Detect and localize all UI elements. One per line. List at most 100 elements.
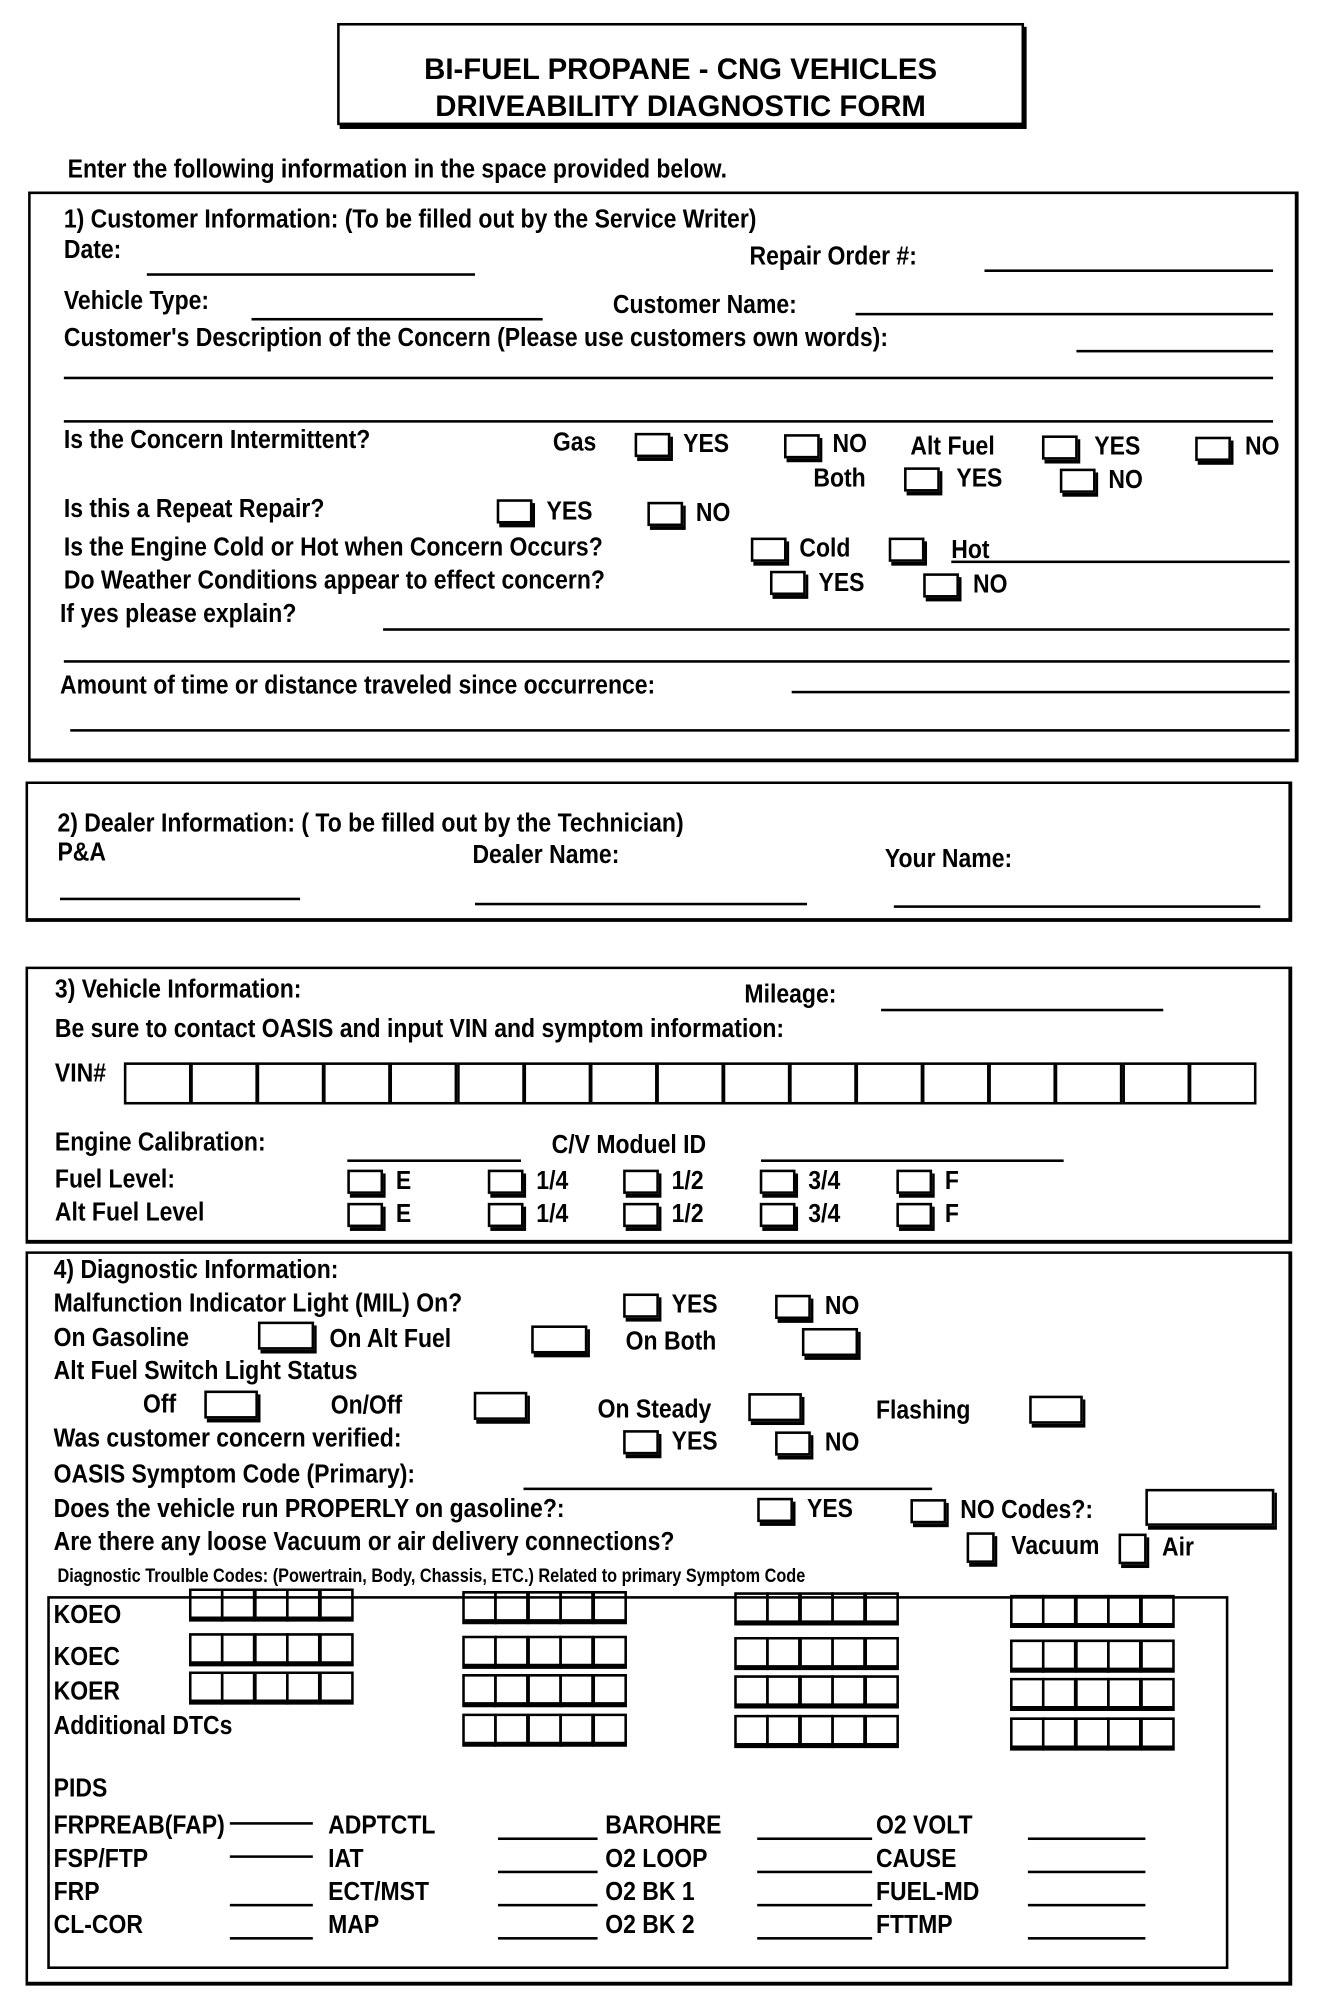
pid-value-field[interactable] bbox=[229, 1855, 313, 1858]
verified-no-checkbox[interactable] bbox=[775, 1431, 811, 1456]
fuel-level-checkbox[interactable] bbox=[623, 1169, 659, 1194]
onoff-checkbox[interactable] bbox=[473, 1391, 528, 1420]
on-both-checkbox[interactable] bbox=[801, 1327, 859, 1357]
dtc-cell[interactable] bbox=[799, 1636, 834, 1671]
dtc-cell[interactable] bbox=[831, 1592, 866, 1626]
dtc-cell[interactable] bbox=[1107, 1638, 1142, 1673]
dtc-cell[interactable] bbox=[1139, 1594, 1175, 1628]
dtc-cell[interactable] bbox=[1139, 1716, 1175, 1750]
weather-no-checkbox[interactable] bbox=[923, 573, 959, 598]
dtc-cell[interactable] bbox=[766, 1592, 802, 1626]
pa-field[interactable] bbox=[60, 897, 301, 901]
pid-value-field[interactable] bbox=[1027, 1937, 1146, 1940]
dtc-cell[interactable] bbox=[734, 1675, 769, 1709]
dtc-cell[interactable] bbox=[527, 1673, 562, 1707]
dtc-cell[interactable] bbox=[286, 1671, 321, 1705]
dtc-cell[interactable] bbox=[221, 1588, 256, 1622]
alt-fuel-level-checkbox[interactable] bbox=[896, 1202, 933, 1228]
dtc-cell[interactable] bbox=[591, 1590, 627, 1624]
dtc-cell[interactable] bbox=[462, 1590, 497, 1624]
description-line[interactable] bbox=[63, 376, 1274, 380]
dtc-cell[interactable] bbox=[1042, 1677, 1077, 1711]
pid-value-field[interactable] bbox=[757, 1837, 873, 1841]
vin-box[interactable] bbox=[1188, 1062, 1256, 1105]
dtc-cell[interactable] bbox=[1074, 1677, 1110, 1711]
off-checkbox[interactable] bbox=[204, 1390, 258, 1419]
dtc-cell[interactable] bbox=[766, 1714, 802, 1749]
vin-box[interactable] bbox=[456, 1062, 525, 1105]
dtc-cell[interactable] bbox=[559, 1712, 594, 1747]
dtc-cell[interactable] bbox=[494, 1635, 530, 1669]
pid-value-field[interactable] bbox=[229, 1937, 313, 1940]
fuel-level-checkbox[interactable] bbox=[759, 1169, 796, 1194]
vin-box[interactable] bbox=[123, 1062, 192, 1105]
dtc-cell[interactable] bbox=[494, 1590, 530, 1624]
customer-name-field[interactable] bbox=[855, 312, 1274, 316]
fuel-level-checkbox[interactable] bbox=[896, 1169, 933, 1194]
dtc-cell[interactable] bbox=[863, 1675, 899, 1709]
dtc-cell[interactable] bbox=[1010, 1594, 1045, 1628]
explain-field[interactable] bbox=[383, 628, 1290, 631]
dtc-cell[interactable] bbox=[1107, 1716, 1142, 1750]
dtc-cell[interactable] bbox=[221, 1671, 256, 1705]
dtc-cell[interactable] bbox=[1074, 1638, 1110, 1673]
vin-box[interactable] bbox=[855, 1062, 924, 1105]
vacuum-checkbox[interactable] bbox=[966, 1532, 995, 1563]
gas-no-checkbox[interactable] bbox=[784, 434, 820, 459]
gas-yes-checkbox[interactable] bbox=[634, 432, 671, 458]
dtc-cell[interactable] bbox=[1107, 1677, 1142, 1711]
cold-checkbox[interactable] bbox=[750, 537, 787, 562]
runs-no-checkbox[interactable] bbox=[910, 1499, 947, 1524]
amount-line[interactable] bbox=[70, 729, 1290, 732]
dtc-cell[interactable] bbox=[591, 1635, 627, 1669]
dtc-cell[interactable] bbox=[462, 1673, 497, 1707]
pid-value-field[interactable] bbox=[1027, 1903, 1146, 1907]
dtc-cell[interactable] bbox=[1139, 1677, 1175, 1711]
vin-box[interactable] bbox=[988, 1062, 1057, 1105]
dtc-cell[interactable] bbox=[318, 1671, 354, 1705]
dtc-cell[interactable] bbox=[863, 1592, 899, 1626]
vin-box[interactable] bbox=[722, 1062, 791, 1105]
dtc-cell[interactable] bbox=[559, 1673, 594, 1707]
vin-box[interactable] bbox=[789, 1062, 857, 1105]
dtc-cell[interactable] bbox=[253, 1671, 289, 1705]
vin-box[interactable] bbox=[589, 1062, 658, 1105]
vin-box[interactable] bbox=[190, 1062, 259, 1105]
hot-checkbox[interactable] bbox=[888, 537, 925, 562]
repeat-no-checkbox[interactable] bbox=[647, 501, 684, 527]
dtc-cell[interactable] bbox=[188, 1588, 224, 1622]
vin-box[interactable] bbox=[323, 1062, 392, 1105]
explain-line[interactable] bbox=[63, 660, 1290, 663]
dtc-cell[interactable] bbox=[253, 1588, 289, 1622]
air-checkbox[interactable] bbox=[1118, 1533, 1147, 1565]
pid-value-field[interactable] bbox=[1027, 1870, 1146, 1874]
dtc-cell[interactable] bbox=[462, 1635, 497, 1669]
module-id-field[interactable] bbox=[761, 1159, 1064, 1162]
mil-no-checkbox[interactable] bbox=[775, 1294, 811, 1320]
pid-value-field[interactable] bbox=[497, 1837, 598, 1841]
oasis-code-field[interactable] bbox=[523, 1487, 933, 1491]
cold-hot-line[interactable] bbox=[951, 560, 1290, 564]
dtc-cell[interactable] bbox=[1074, 1594, 1110, 1628]
repair-order-field[interactable] bbox=[984, 269, 1274, 272]
vin-box[interactable] bbox=[256, 1062, 325, 1105]
alt-fuel-yes-checkbox[interactable] bbox=[1041, 435, 1078, 460]
dtc-cell[interactable] bbox=[1010, 1638, 1045, 1673]
alt-fuel-level-checkbox[interactable] bbox=[759, 1202, 796, 1228]
dtc-cell[interactable] bbox=[591, 1712, 627, 1747]
dtc-cell[interactable] bbox=[1107, 1594, 1142, 1628]
both-yes-checkbox[interactable] bbox=[904, 467, 940, 492]
on-gasoline-checkbox[interactable] bbox=[257, 1321, 315, 1350]
dtc-cell[interactable] bbox=[799, 1714, 834, 1749]
pid-value-field[interactable] bbox=[757, 1903, 873, 1907]
mileage-field[interactable] bbox=[881, 1008, 1164, 1012]
dtc-cell[interactable] bbox=[831, 1714, 866, 1749]
flashing-checkbox[interactable] bbox=[1029, 1395, 1083, 1424]
dtc-cell[interactable] bbox=[734, 1592, 769, 1626]
dtc-cell[interactable] bbox=[188, 1633, 224, 1667]
dtc-cell[interactable] bbox=[799, 1592, 834, 1626]
dtc-cell[interactable] bbox=[591, 1673, 627, 1707]
alt-fuel-level-checkbox[interactable] bbox=[487, 1202, 524, 1228]
vehicle-type-field[interactable] bbox=[251, 317, 543, 321]
dtc-cell[interactable] bbox=[1010, 1677, 1045, 1711]
